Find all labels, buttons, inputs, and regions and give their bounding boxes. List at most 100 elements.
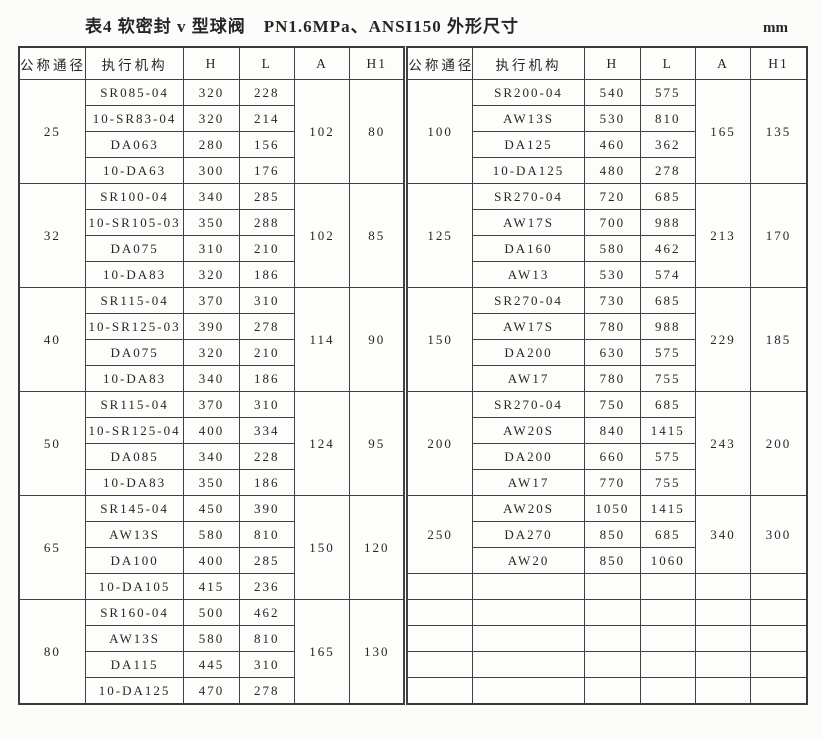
h-value-cell: 780 [584, 365, 641, 392]
l-value-cell: 228 [238, 443, 295, 470]
l-value-cell: 278 [238, 313, 295, 340]
actuator-cell: DA160 [471, 235, 586, 262]
empty-cell [639, 625, 696, 652]
l-value-cell: 390 [238, 495, 295, 522]
h-value-cell: 500 [183, 599, 240, 626]
empty-cell [471, 573, 586, 600]
h-value-cell: 340 [183, 183, 240, 210]
nominal-diameter-cell: 250 [403, 495, 473, 574]
column-header-a-right: A [694, 46, 752, 80]
empty-cell [403, 651, 473, 678]
l-value-cell: 462 [639, 235, 696, 262]
h-value-cell: 320 [183, 261, 240, 288]
actuator-cell: 10-SR83-04 [84, 105, 185, 132]
a-value-cell: 102 [293, 79, 351, 184]
h-value-cell: 280 [183, 131, 240, 158]
actuator-cell: AW17 [471, 365, 586, 392]
h-value-cell: 320 [183, 79, 240, 106]
actuator-cell: AW20 [471, 547, 586, 574]
empty-cell [639, 677, 696, 705]
h-value-cell: 540 [584, 79, 641, 106]
table-row: 80 SR160-04 500 462 165 130 [18, 599, 808, 705]
empty-cell [584, 651, 641, 678]
l-value-cell: 236 [238, 573, 295, 600]
a-value-cell: 229 [694, 287, 752, 392]
actuator-cell: SR270-04 [471, 391, 586, 418]
h-value-cell: 530 [584, 105, 641, 132]
actuator-cell: DA270 [471, 521, 586, 548]
table-row: 65 SR145-04 450 390 150 120 250 AW20S 1050 1415 34… [18, 495, 808, 600]
a-value-cell: 340 [694, 495, 752, 574]
actuator-cell: AW20S [471, 417, 586, 444]
l-value-cell: 285 [238, 547, 295, 574]
column-header-h-left: H [183, 46, 240, 80]
l-value-cell: 310 [238, 287, 295, 314]
l-value-cell: 278 [639, 157, 696, 184]
nominal-diameter-cell: 40 [18, 287, 86, 392]
nominal-diameter-cell: 50 [18, 391, 86, 496]
h1-value-cell: 130 [349, 599, 407, 705]
empty-cell [694, 651, 752, 678]
h-value-cell: 630 [584, 339, 641, 366]
h-value-cell: 580 [584, 235, 641, 262]
empty-cell [694, 599, 752, 626]
h-value-cell: 400 [183, 417, 240, 444]
actuator-cell: AW17 [471, 469, 586, 496]
column-header-nominal-diameter-right: 公称通径 [403, 46, 473, 80]
actuator-cell: DA115 [84, 651, 185, 678]
nominal-diameter-cell: 100 [403, 79, 473, 184]
actuator-cell: SR145-04 [84, 495, 185, 522]
l-value-cell: 462 [238, 599, 295, 626]
h-value-cell: 660 [584, 443, 641, 470]
l-value-cell: 1415 [639, 495, 696, 522]
nominal-diameter-cell: 65 [18, 495, 86, 600]
l-value-cell: 210 [238, 235, 295, 262]
empty-cell [471, 625, 586, 652]
table-row: 32 SR100-04 340 285 102 85 125 SR270-04 720 685 21… [18, 183, 808, 288]
column-header-actuator-left: 执行机构 [84, 46, 185, 80]
l-value-cell: 310 [238, 391, 295, 418]
h1-value-cell: 95 [349, 391, 407, 496]
empty-cell [471, 599, 586, 626]
actuator-cell: SR160-04 [84, 599, 185, 626]
h-value-cell: 850 [584, 521, 641, 548]
actuator-cell: AW17S [471, 313, 586, 340]
actuator-cell: AW13 [471, 261, 586, 288]
l-value-cell: 288 [238, 209, 295, 236]
l-value-cell: 1415 [639, 417, 696, 444]
column-header-h-right: H [584, 46, 641, 80]
h-value-cell: 320 [183, 339, 240, 366]
table-title: 表4 软密封 v 型球阀 PN1.6MPa、ANSI150 外形尺寸 [85, 17, 519, 36]
h-value-cell: 470 [183, 677, 240, 705]
table-row: 10-SR105-03 350 288 AW17S 700 988 [19, 209, 807, 236]
l-value-cell: 575 [639, 443, 696, 470]
empty-cell [639, 573, 696, 600]
empty-cell [471, 651, 586, 678]
l-value-cell: 575 [639, 339, 696, 366]
empty-cell [750, 573, 808, 600]
a-value-cell: 114 [293, 287, 351, 392]
empty-cell [639, 651, 696, 678]
table-row: 10-DA125 470 278 [19, 677, 808, 705]
h-value-cell: 720 [584, 183, 641, 210]
h-value-cell: 730 [584, 287, 641, 314]
empty-cell [750, 625, 808, 652]
nominal-diameter-cell: 200 [403, 391, 473, 496]
h1-value-cell: 135 [750, 79, 808, 184]
actuator-cell: AW20S [471, 495, 586, 522]
actuator-cell: SR200-04 [471, 79, 586, 106]
h-value-cell: 300 [183, 157, 240, 184]
empty-cell [694, 677, 752, 705]
actuator-cell: SR115-04 [84, 287, 185, 314]
table-row: 50 SR115-04 370 310 124 95 200 SR270-04 750 685 24… [18, 391, 808, 496]
table-row: 25 SR085-04 320 228 102 80 100 SR200-04 540 575 16… [18, 79, 808, 184]
h-value-cell: 445 [183, 651, 240, 678]
nominal-diameter-cell: 125 [403, 183, 473, 288]
l-value-cell: 575 [639, 79, 696, 106]
actuator-cell: 10-SR125-04 [84, 417, 185, 444]
unit-label: mm [763, 20, 788, 36]
empty-cell [694, 625, 752, 652]
h-value-cell: 780 [584, 313, 641, 340]
empty-cell [403, 625, 473, 652]
